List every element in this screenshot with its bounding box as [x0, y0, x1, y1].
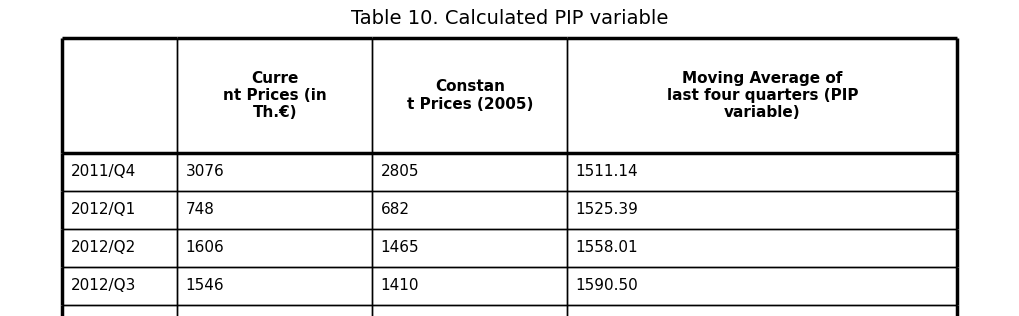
Text: 2012/Q3: 2012/Q3 — [70, 278, 136, 294]
Text: 2012/Q2: 2012/Q2 — [70, 240, 136, 256]
Text: 1465: 1465 — [380, 240, 419, 256]
Text: 2011/Q4: 2011/Q4 — [70, 165, 136, 179]
Text: Table 10. Calculated PIP variable: Table 10. Calculated PIP variable — [351, 9, 668, 28]
Text: Curre
nt Prices (in
Th.€): Curre nt Prices (in Th.€) — [223, 70, 326, 120]
Text: 1511.14: 1511.14 — [575, 165, 638, 179]
Text: 1546: 1546 — [185, 278, 224, 294]
Text: Moving Average of
last four quarters (PIP
variable): Moving Average of last four quarters (PI… — [666, 70, 857, 120]
Text: 1606: 1606 — [185, 240, 224, 256]
Text: 2805: 2805 — [380, 165, 419, 179]
Text: 1558.01: 1558.01 — [575, 240, 638, 256]
Text: 748: 748 — [185, 203, 214, 217]
Text: Constan
t Prices (2005): Constan t Prices (2005) — [407, 79, 533, 112]
Text: 1590.50: 1590.50 — [575, 278, 638, 294]
Text: 682: 682 — [380, 203, 409, 217]
Text: 3076: 3076 — [185, 165, 224, 179]
Text: 1525.39: 1525.39 — [575, 203, 638, 217]
Text: 1410: 1410 — [380, 278, 419, 294]
Text: 2012/Q1: 2012/Q1 — [70, 203, 136, 217]
